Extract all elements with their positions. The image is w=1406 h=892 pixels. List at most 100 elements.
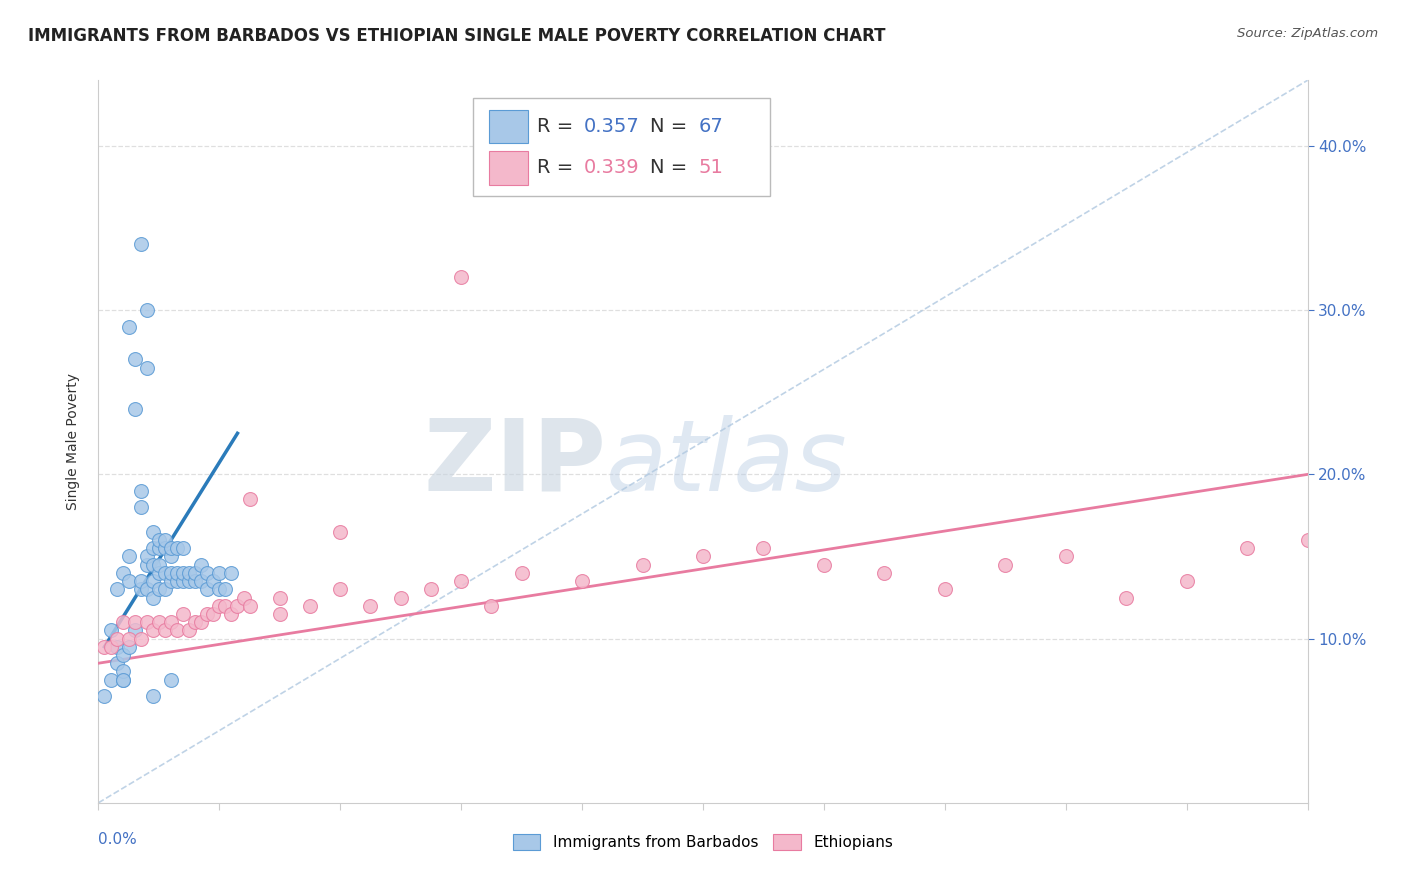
Point [142, 558, 165, 572]
Point [135, 615, 157, 630]
Point [179, 566, 201, 580]
Text: IMMIGRANTS FROM BARBADOS VS ETHIOPIAN SINGLE MALE POVERTY CORRELATION CHART: IMMIGRANTS FROM BARBADOS VS ETHIOPIAN SI… [28, 27, 886, 45]
Point [100, 673, 122, 687]
Point [124, 624, 146, 638]
Point [105, 657, 128, 671]
Point [148, 541, 170, 556]
Text: 0.339: 0.339 [583, 159, 638, 178]
Point [111, 566, 134, 580]
Point [160, 549, 183, 564]
Point [148, 615, 170, 630]
Point [184, 566, 207, 580]
Point [160, 566, 183, 580]
Point [269, 591, 291, 605]
Point [148, 533, 170, 547]
Point [153, 624, 176, 638]
Point [118, 574, 141, 588]
Point [450, 574, 472, 588]
Point [190, 615, 212, 630]
Point [111, 648, 134, 662]
Point [100, 624, 122, 638]
Point [195, 582, 218, 597]
Point [153, 533, 176, 547]
Point [105, 632, 128, 646]
Point [100, 640, 122, 654]
Point [135, 303, 157, 318]
Text: Source: ZipAtlas.com: Source: ZipAtlas.com [1237, 27, 1378, 40]
Point [142, 591, 165, 605]
Point [135, 582, 157, 597]
Point [142, 689, 165, 703]
Point [692, 549, 714, 564]
Point [179, 624, 201, 638]
Point [226, 599, 249, 613]
Point [172, 566, 194, 580]
Point [195, 607, 218, 621]
Point [105, 640, 128, 654]
Point [111, 673, 134, 687]
Point [208, 599, 231, 613]
Point [93, 640, 115, 654]
Point [118, 640, 141, 654]
Point [160, 541, 183, 556]
Point [752, 541, 775, 556]
Point [118, 549, 141, 564]
Point [129, 500, 152, 515]
Point [389, 591, 412, 605]
Point [214, 582, 236, 597]
Point [239, 491, 262, 506]
Point [190, 558, 212, 572]
Point [166, 566, 188, 580]
Point [142, 524, 165, 539]
Point [135, 549, 157, 564]
Point [202, 607, 225, 621]
Point [1296, 533, 1319, 547]
Point [221, 566, 243, 580]
Point [934, 582, 956, 597]
Text: 67: 67 [699, 117, 723, 136]
Point [148, 566, 170, 580]
Point [360, 599, 382, 613]
Point [118, 319, 141, 334]
Point [239, 599, 262, 613]
Point [631, 558, 654, 572]
FancyBboxPatch shape [474, 98, 769, 196]
Point [148, 582, 170, 597]
Point [172, 541, 194, 556]
Point [179, 574, 201, 588]
Text: R =: R = [537, 117, 579, 136]
Point [166, 574, 188, 588]
Point [105, 582, 128, 597]
Point [129, 582, 152, 597]
Point [142, 624, 165, 638]
Point [232, 591, 254, 605]
Point [160, 574, 183, 588]
Point [93, 689, 115, 703]
Point [299, 599, 322, 613]
Point [135, 360, 157, 375]
Point [190, 574, 212, 588]
Text: R =: R = [537, 159, 579, 178]
Point [135, 558, 157, 572]
Point [129, 483, 152, 498]
Point [160, 615, 183, 630]
Legend: Immigrants from Barbados, Ethiopians: Immigrants from Barbados, Ethiopians [506, 829, 900, 856]
Point [202, 574, 225, 588]
Point [166, 541, 188, 556]
Point [142, 541, 165, 556]
Point [420, 582, 443, 597]
Y-axis label: Single Male Poverty: Single Male Poverty [66, 373, 80, 510]
Text: 0.0%: 0.0% [98, 831, 138, 847]
Point [510, 566, 533, 580]
Point [153, 582, 176, 597]
Point [1175, 574, 1198, 588]
Point [172, 574, 194, 588]
Point [184, 574, 207, 588]
Point [1054, 549, 1077, 564]
Point [118, 632, 141, 646]
Point [153, 566, 176, 580]
Point [172, 607, 194, 621]
Point [124, 352, 146, 367]
Point [124, 401, 146, 416]
FancyBboxPatch shape [489, 110, 527, 143]
